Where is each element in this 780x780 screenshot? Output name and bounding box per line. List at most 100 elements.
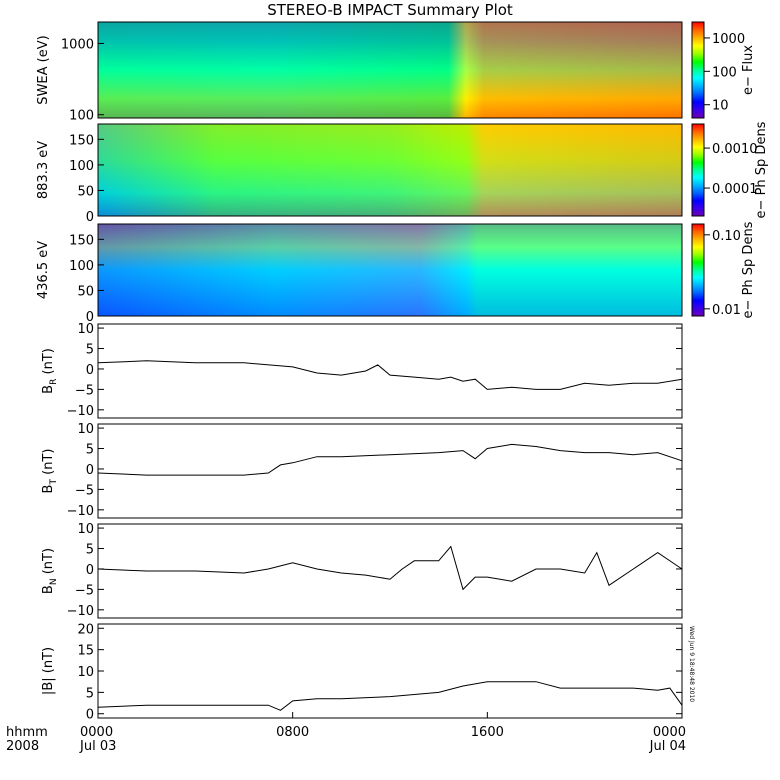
swea-y-label: SWEA (eV) (36, 35, 51, 104)
time-tick-date: Jul 03 (79, 739, 116, 754)
br-ytick-label: −5 (75, 383, 94, 398)
bt-frame (97, 423, 683, 519)
pad883-cbtick-label: 0.0001 (712, 182, 758, 197)
pad436-ytick-label: 150 (69, 233, 94, 248)
swea-colorbar (691, 21, 705, 119)
pad883-colorbar-label: e− Ph Sp Dens (754, 121, 769, 218)
plot-timestamp: Wed Jun 9 18:48:48 2010 (688, 626, 695, 702)
bmag-frame (97, 623, 683, 719)
bt-panel: 10 5 0 −5 −10 BT (nT) (41, 422, 683, 519)
bt-y-label: BT (nT) (41, 449, 59, 494)
swea-panel: 1000 100 SWEA (eV) 1000 100 10 e− Flux (36, 21, 756, 124)
bt-ytick-label: −5 (75, 483, 94, 498)
br-y-label-sub: R (49, 379, 59, 385)
pad436-heatmap-bands (98, 224, 682, 316)
pad883-heatmap-bands (98, 124, 682, 216)
bt-y-label-main: B (41, 485, 56, 494)
bt-y-label-unit: (nT) (41, 449, 56, 479)
bt-y-label-sub: T (49, 479, 59, 486)
bt-ytick-label: −10 (67, 504, 94, 519)
time-tick-label: 0000 (80, 725, 113, 740)
bn-ytick-label: 10 (77, 522, 94, 537)
bmag-panel: 20 15 10 5 0 |B| (nT) (41, 622, 683, 723)
swea-ytick-label: 1000 (61, 37, 94, 52)
pad883-colorbar (691, 123, 705, 217)
bn-ytick-label: 0 (86, 563, 94, 578)
pad883-ytick-label: 50 (77, 184, 94, 199)
bt-ytick-label: 0 (86, 463, 94, 478)
bn-ytick-label: −10 (67, 604, 94, 619)
pad883-panel: 150 100 50 0 883.3 eV 0.0010 0.0001 e− Ph Sp… (36, 121, 769, 225)
br-y-label-main: B (41, 385, 56, 394)
pad436-ytick-label: 0 (86, 310, 94, 325)
bn-series-line (97, 545, 683, 591)
pad436-cbtick-label: 0.01 (712, 303, 741, 318)
pad436-panel: 150 100 50 0 436.5 eV 0.10 0.01 e− Ph Sp Den… (36, 221, 756, 325)
swea-heatmap-bands (98, 22, 682, 118)
br-ytick-label: 5 (86, 343, 94, 358)
bn-frame (97, 523, 683, 619)
pad883-ytick-label: 150 (69, 133, 94, 148)
br-series-line (97, 360, 683, 390)
time-axis-label-hhmm: hhmm (6, 725, 48, 740)
pad883-ytick-label: 0 (86, 210, 94, 225)
bmag-y-label-main: |B| (nT) (41, 647, 56, 695)
bt-ytick-label: 5 (86, 443, 94, 458)
bmag-y-label: |B| (nT) (41, 647, 56, 695)
pad436-frame (97, 223, 683, 317)
br-y-label-unit: (nT) (41, 348, 56, 378)
pad436-colorbar-label: e− Ph Sp Dens (741, 221, 756, 318)
pad436-colorbar-ticks: 0.10 0.01 (704, 229, 741, 318)
pad883-y-ticks: 150 100 50 0 (69, 133, 104, 225)
time-axis-label-year: 2008 (6, 739, 39, 754)
pad436-ytick-label: 50 (77, 284, 94, 299)
plot-title: STEREO-B IMPACT Summary Plot (267, 1, 513, 19)
br-panel: 10 5 0 −5 −10 BR (nT) (41, 322, 683, 419)
bn-y-label: BN (nT) (41, 548, 59, 594)
bmag-ytick-label: 5 (86, 686, 94, 701)
time-tick-label: 0800 (276, 725, 309, 740)
swea-cbtick-label: 100 (712, 65, 737, 80)
pad436-cbtick-label: 0.10 (712, 229, 741, 244)
pad883-frame (97, 123, 683, 217)
pad436-colorbar (691, 223, 705, 317)
bn-panel: 10 5 0 −5 −10 BN (nT) (41, 522, 683, 619)
swea-frame (97, 21, 683, 119)
swea-colorbar-label: e− Flux (741, 45, 756, 95)
bt-ytick-label: 10 (77, 422, 94, 437)
swea-cbtick-label: 1000 (712, 32, 745, 47)
time-tick-label: 1600 (471, 725, 504, 740)
swea-y-ticks: 1000 100 (61, 37, 104, 124)
br-frame (97, 323, 683, 419)
bmag-ytick-label: 15 (77, 644, 94, 659)
bn-y-label-sub: N (49, 578, 59, 585)
br-y-label: BR (nT) (41, 348, 59, 394)
br-ytick-label: −10 (67, 404, 94, 419)
swea-cbtick-label: 10 (712, 99, 729, 114)
br-ytick-label: 0 (86, 363, 94, 378)
bmag-ytick-label: 10 (77, 665, 94, 680)
time-tick-label: 0000 (653, 725, 686, 740)
bn-ytick-label: 5 (86, 543, 94, 558)
pad883-ytick-label: 100 (69, 159, 94, 174)
bn-y-label-main: B (41, 585, 56, 594)
pad883-cbtick-label: 0.0010 (712, 142, 758, 157)
bt-series-line (97, 443, 683, 476)
time-tick-date: Jul 04 (649, 739, 686, 754)
bn-ytick-label: −5 (75, 583, 94, 598)
pad436-y-ticks: 150 100 50 0 (69, 233, 104, 325)
pad883-colorbar-ticks: 0.0010 0.0001 (704, 142, 758, 197)
swea-colorbar-ticks: 1000 100 10 (704, 32, 745, 114)
bn-y-label-unit: (nT) (41, 548, 56, 578)
pad883-y-label: 883.3 eV (36, 141, 51, 199)
bmag-ytick-label: 20 (77, 622, 94, 637)
bmag-ytick-label: 0 (86, 708, 94, 723)
pad436-y-label: 436.5 eV (36, 241, 51, 299)
pad436-ytick-label: 100 (69, 259, 94, 274)
br-ytick-label: 10 (77, 322, 94, 337)
bmag-series-line (97, 681, 683, 711)
swea-ytick-label: 100 (69, 109, 94, 124)
